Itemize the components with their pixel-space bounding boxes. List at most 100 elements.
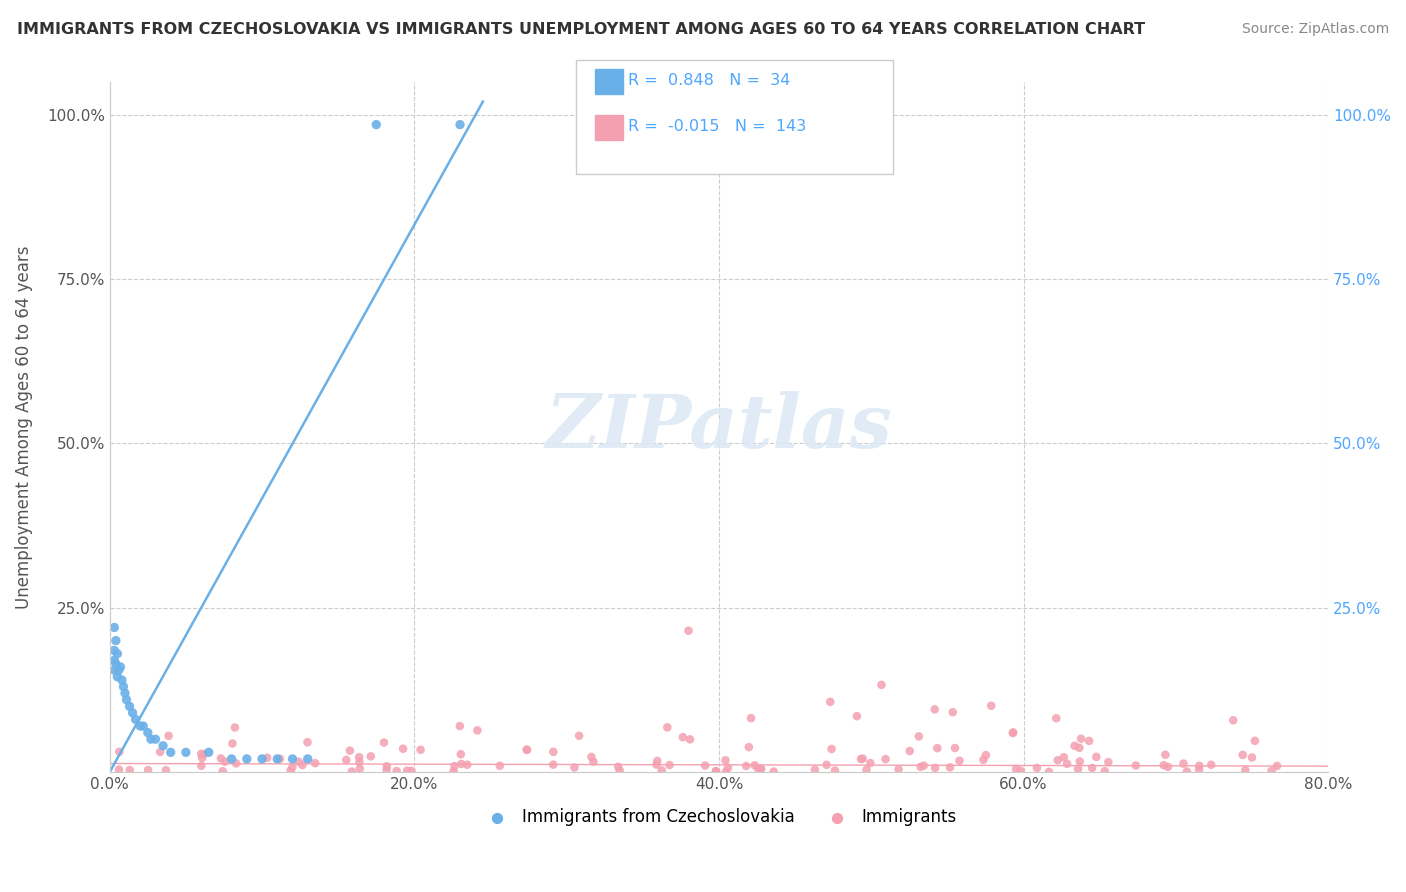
- Point: [191, 751, 214, 765]
- Point: [678, 624, 700, 638]
- Point: [974, 748, 997, 763]
- Point: [647, 754, 669, 768]
- Point: [943, 741, 966, 756]
- Point: [1067, 762, 1090, 776]
- Point: [409, 743, 432, 757]
- Point: [221, 752, 243, 766]
- Point: [349, 755, 371, 769]
- Point: [859, 756, 882, 770]
- Point: [297, 752, 319, 766]
- Point: [443, 759, 465, 773]
- Point: [280, 764, 302, 778]
- Text: IMMIGRANTS FROM CZECHOSLOVAKIA VS IMMIGRANTS UNEMPLOYMENT AMONG AGES 60 TO 64 YE: IMMIGRANTS FROM CZECHOSLOVAKIA VS IMMIGR…: [17, 22, 1144, 37]
- Point: [443, 764, 465, 778]
- Y-axis label: Unemployment Among Ages 60 to 64 years: Unemployment Among Ages 60 to 64 years: [15, 245, 32, 608]
- Point: [335, 753, 357, 767]
- Point: [396, 764, 419, 778]
- Point: [672, 730, 695, 744]
- Point: [1125, 758, 1147, 772]
- Point: [1002, 725, 1025, 739]
- Point: [607, 760, 630, 774]
- Point: [114, 686, 136, 700]
- Point: [118, 763, 141, 777]
- Point: [118, 699, 141, 714]
- Point: [898, 744, 921, 758]
- Point: [1154, 747, 1177, 762]
- Point: [157, 729, 180, 743]
- Point: [104, 633, 127, 648]
- Point: [1232, 747, 1254, 762]
- Point: [1081, 761, 1104, 775]
- Point: [1025, 761, 1047, 775]
- Point: [875, 752, 897, 766]
- Point: [541, 757, 564, 772]
- Point: [651, 764, 673, 778]
- Point: [159, 745, 181, 759]
- Point: [256, 751, 278, 765]
- Point: [1244, 734, 1267, 748]
- Point: [139, 732, 162, 747]
- Point: [467, 723, 489, 738]
- Point: [749, 762, 772, 776]
- Point: [149, 745, 172, 759]
- Point: [581, 750, 603, 764]
- Point: [910, 760, 932, 774]
- Point: [855, 763, 877, 777]
- Point: [104, 657, 127, 671]
- Point: [804, 763, 827, 777]
- Point: [266, 752, 288, 766]
- Point: [291, 758, 314, 772]
- Point: [582, 755, 605, 769]
- Point: [339, 744, 361, 758]
- Text: R =  -0.015   N =  143: R = -0.015 N = 143: [628, 120, 807, 134]
- Point: [1001, 726, 1024, 740]
- Point: [450, 756, 472, 771]
- Point: [450, 747, 472, 762]
- Point: [281, 760, 304, 774]
- Point: [1188, 758, 1211, 772]
- Point: [401, 764, 423, 778]
- Point: [105, 670, 128, 684]
- Point: [942, 705, 965, 719]
- Point: [948, 754, 970, 768]
- Point: [1045, 711, 1067, 725]
- Point: [132, 719, 155, 733]
- Point: [516, 743, 538, 757]
- Point: [375, 763, 398, 777]
- Point: [1265, 759, 1288, 773]
- Point: [980, 698, 1002, 713]
- Point: [824, 764, 846, 778]
- Point: [1199, 757, 1222, 772]
- Point: [1070, 731, 1092, 746]
- Point: [281, 752, 304, 766]
- Point: [852, 751, 875, 765]
- Point: [1097, 755, 1119, 769]
- Point: [738, 740, 761, 755]
- Point: [717, 761, 740, 775]
- Point: [211, 764, 233, 779]
- Point: [1222, 713, 1244, 727]
- Point: [1175, 764, 1198, 779]
- Point: [360, 749, 382, 764]
- Point: [108, 745, 131, 759]
- Point: [1157, 760, 1180, 774]
- Point: [297, 735, 319, 749]
- Point: [366, 118, 388, 132]
- Point: [704, 764, 727, 778]
- Point: [818, 695, 841, 709]
- Point: [849, 752, 872, 766]
- Point: [214, 755, 236, 769]
- Point: [121, 706, 143, 720]
- Point: [136, 725, 159, 739]
- Point: [190, 759, 212, 773]
- Point: [735, 759, 758, 773]
- Point: [209, 751, 232, 765]
- Point: [193, 747, 215, 761]
- Point: [136, 763, 159, 777]
- Point: [103, 620, 125, 634]
- Point: [714, 753, 737, 767]
- Point: [1240, 750, 1263, 764]
- Point: [221, 737, 243, 751]
- Point: [564, 760, 586, 774]
- Point: [1053, 750, 1076, 764]
